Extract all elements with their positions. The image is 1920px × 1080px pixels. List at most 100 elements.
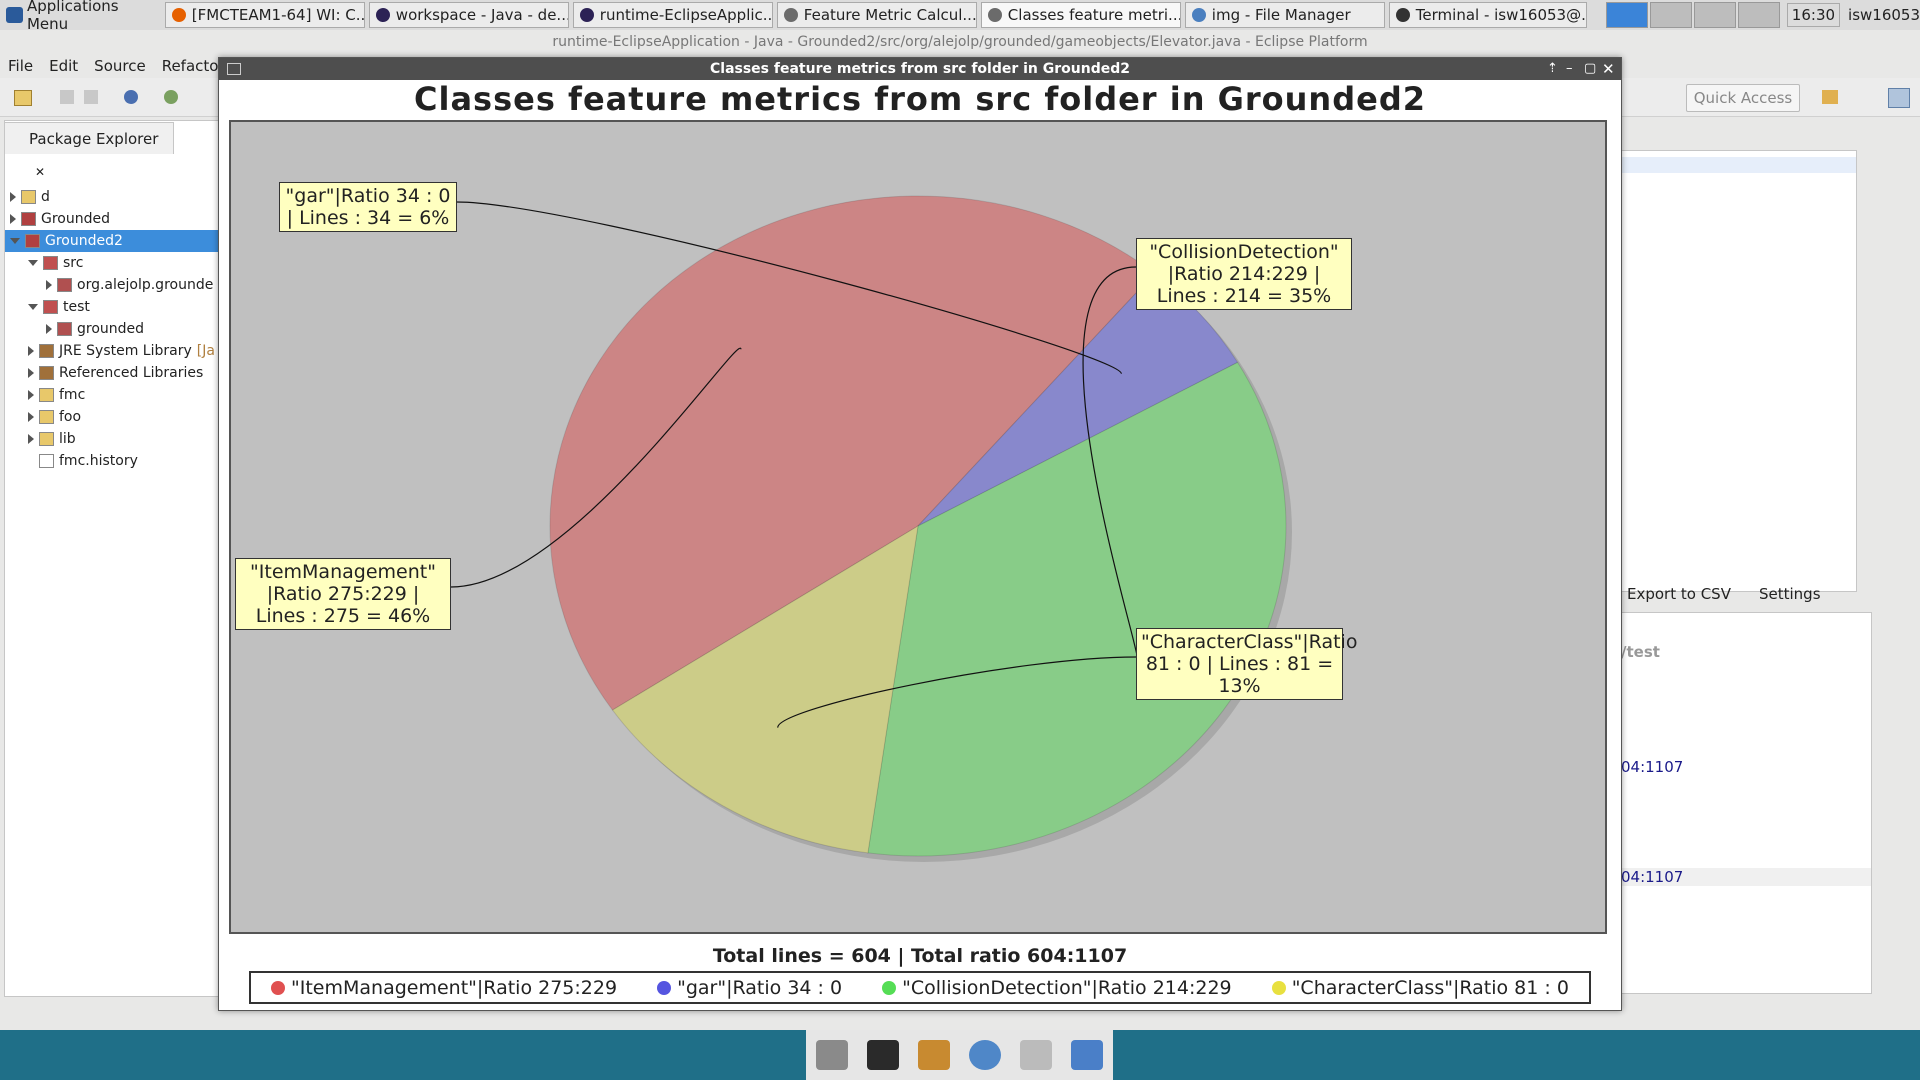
archive-icon[interactable] <box>917 1040 950 1070</box>
window-up-icon[interactable]: ⇡ <box>1547 61 1558 76</box>
package-explorer-tab[interactable]: Package Explorer ✕ <box>4 122 174 179</box>
clock[interactable]: 16:30 <box>1786 3 1841 27</box>
srcfolder-icon <box>43 300 58 314</box>
tree-item[interactable]: src <box>28 252 83 274</box>
app-menu-label: Applications Menu <box>26 0 119 33</box>
save-icon[interactable] <box>60 90 74 104</box>
taskbar-task[interactable]: [FMCTEAM1-64] WI: C... <box>164 2 365 28</box>
collapse-arrow-icon[interactable] <box>10 238 20 244</box>
file-icon <box>39 454 54 468</box>
collapse-arrow-icon[interactable] <box>28 304 38 310</box>
java-perspective-icon[interactable] <box>1888 88 1910 108</box>
tree-item[interactable]: foo <box>28 406 81 428</box>
menu-refactor[interactable]: Refactor <box>161 57 225 75</box>
folder-icon <box>21 190 36 204</box>
package-icon <box>57 278 72 292</box>
expand-arrow-icon[interactable] <box>10 192 16 202</box>
expand-arrow-icon[interactable] <box>28 346 34 356</box>
expand-arrow-icon[interactable] <box>46 280 52 290</box>
workspace-3[interactable] <box>1693 2 1736 28</box>
folder-icon <box>39 388 54 402</box>
tree-item[interactable]: grounded <box>46 318 144 340</box>
export-csv-button[interactable]: Export to CSV <box>1627 585 1731 603</box>
dialog-title: Classes feature metrics from src folder … <box>219 58 1621 80</box>
task-label: Classes feature metri... <box>1007 6 1181 24</box>
expand-arrow-icon[interactable] <box>28 390 34 400</box>
tree-item[interactable]: fmc <box>28 384 85 406</box>
tree-item-label: d <box>41 189 50 205</box>
debug-icon[interactable] <box>124 90 138 104</box>
save-all-icon[interactable] <box>84 90 98 104</box>
expand-arrow-icon[interactable] <box>28 412 34 422</box>
legend-label: "ItemManagement"|Ratio 275:229 <box>291 976 618 999</box>
tree-item[interactable]: Grounded2 <box>5 230 219 252</box>
tree-item[interactable]: JRE System Library [Ja <box>28 340 215 362</box>
web-browser-icon[interactable] <box>969 1040 1002 1070</box>
tree-item-label: src <box>63 255 84 271</box>
open-perspective-icon[interactable] <box>1822 90 1838 104</box>
slice-label: "CollisionDetection" |Ratio 214:229 | Li… <box>1136 238 1352 310</box>
tree-item-label: org.alejolp.grounde <box>77 277 214 293</box>
expand-arrow-icon[interactable] <box>28 434 34 444</box>
taskbar-task[interactable]: Terminal - isw16053@... <box>1388 2 1587 28</box>
task-app-icon <box>579 8 594 22</box>
workspace-4[interactable] <box>1737 2 1780 28</box>
slice-label: "gar"|Ratio 34 : 0 | Lines : 34 = 6% <box>279 182 457 232</box>
tree-item[interactable]: org.alejolp.grounde <box>46 274 213 296</box>
legend-swatch <box>1271 980 1286 995</box>
menu-file[interactable]: File <box>8 57 34 75</box>
collapse-arrow-icon[interactable] <box>28 260 38 266</box>
close-icon[interactable]: ✕ <box>35 165 46 179</box>
new-icon[interactable] <box>14 90 32 106</box>
srcfolder-icon <box>43 256 58 270</box>
tree-item-label: grounded <box>77 321 145 337</box>
tree-item[interactable]: test <box>28 296 90 318</box>
task-app-icon <box>1191 8 1206 22</box>
taskbar-task[interactable]: workspace - Java - de... <box>368 2 569 28</box>
slice-label: "ItemManagement" |Ratio 275:229 | Lines … <box>235 558 451 630</box>
legend-item: "ItemManagement"|Ratio 275:229 <box>271 977 617 999</box>
maximize-icon[interactable]: ▢ <box>1584 61 1597 76</box>
show-desktop-icon[interactable] <box>815 1040 848 1070</box>
tree-item[interactable]: lib <box>28 428 76 450</box>
ratio-value-1: 04:1107 <box>1621 758 1684 776</box>
settings-button[interactable]: Settings <box>1759 585 1821 603</box>
file-manager-icon[interactable] <box>1071 1040 1104 1070</box>
menu-source[interactable]: Source <box>94 57 146 75</box>
metrics-pane: Export to CSV Settings /test 04:1107 04:… <box>1620 585 1872 994</box>
chart-title: Classes feature metrics from src folder … <box>414 80 1426 118</box>
applications-menu[interactable]: Applications Menu <box>0 0 163 33</box>
legend-label: "CollisionDetection"|Ratio 214:229 <box>902 976 1232 999</box>
quick-access-input[interactable]: Quick Access <box>1686 84 1800 112</box>
window-menu-icon[interactable] <box>227 63 241 75</box>
expand-arrow-icon[interactable] <box>46 324 52 334</box>
expand-arrow-icon[interactable] <box>28 368 34 378</box>
user-name[interactable]: isw16053 <box>1848 6 1920 24</box>
outline-pane <box>1620 150 1857 592</box>
search-icon[interactable] <box>1020 1040 1053 1070</box>
run-icon[interactable] <box>164 90 178 104</box>
workspace-2[interactable] <box>1649 2 1692 28</box>
tree-item[interactable]: Grounded <box>10 208 110 230</box>
taskbar-task[interactable]: runtime-EclipseApplic... <box>572 2 773 28</box>
legend-swatch <box>271 980 286 995</box>
tree-item[interactable]: Referenced Libraries <box>28 362 203 384</box>
taskbar-task[interactable]: Classes feature metri... <box>980 2 1181 28</box>
tree-item-label: Grounded <box>41 211 110 227</box>
task-app-icon <box>1395 8 1410 22</box>
legend-swatch <box>882 980 897 995</box>
tree-item[interactable]: fmc.history <box>28 450 138 472</box>
task-label: runtime-EclipseApplic... <box>599 6 773 24</box>
pie-slice <box>549 195 1156 711</box>
menu-edit[interactable]: Edit <box>49 57 79 75</box>
tree-item[interactable]: d <box>10 186 50 208</box>
expand-arrow-icon[interactable] <box>10 214 16 224</box>
minimize-icon[interactable]: – <box>1566 61 1573 76</box>
taskbar-task[interactable]: img - File Manager <box>1184 2 1385 28</box>
workspace-1[interactable] <box>1605 2 1648 28</box>
terminal-icon[interactable] <box>866 1040 899 1070</box>
pie-chart <box>450 195 1292 862</box>
taskbar-task[interactable]: Feature Metric Calcul... <box>776 2 977 28</box>
tree-item-label: fmc.history <box>59 453 138 469</box>
close-icon[interactable]: ✕ <box>1602 60 1615 78</box>
